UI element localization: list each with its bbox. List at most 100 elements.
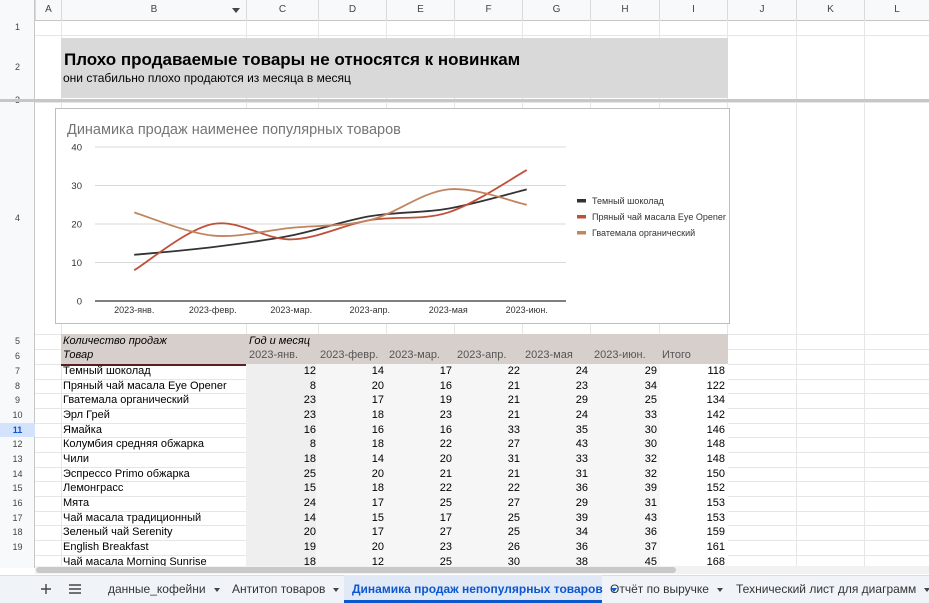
row-header-10[interactable]: 10 — [12, 410, 23, 420]
row-header-11[interactable]: 11 — [0, 423, 35, 437]
sheet-tab[interactable]: Технический лист для диаграмм — [728, 575, 929, 603]
row-header-5[interactable]: 5 — [14, 336, 20, 346]
all-sheets-button[interactable] — [66, 580, 84, 598]
data-point[interactable] — [210, 245, 215, 250]
pivot-row[interactable]: English Breakfast 19 20 23 26 36 37 161 — [61, 540, 728, 555]
line-chart[interactable]: Динамика продаж наименее популярных това… — [55, 108, 730, 324]
column-header-k[interactable]: K — [796, 0, 864, 20]
row-header-17[interactable]: 17 — [12, 513, 23, 523]
column-header-g[interactable]: G — [522, 0, 590, 20]
pivot-row[interactable]: Ямайка 16 16 16 33 35 30 146 — [61, 423, 728, 438]
pivot-value-cell: 20 — [371, 380, 384, 392]
row-header-6[interactable]: 6 — [14, 351, 20, 361]
column-header-f[interactable]: F — [454, 0, 522, 20]
data-point[interactable] — [289, 225, 294, 230]
data-point[interactable] — [210, 233, 215, 238]
chevron-down-icon[interactable] — [213, 587, 220, 592]
row-header-1[interactable]: 1 — [14, 22, 20, 32]
pivot-row[interactable]: Чай масала традиционный 14 15 17 25 39 43 153 — [61, 511, 728, 526]
data-point[interactable] — [446, 210, 451, 215]
pivot-value-cell: 29 — [644, 365, 657, 377]
add-sheet-button[interactable] — [38, 580, 54, 598]
chevron-down-icon[interactable] — [716, 587, 723, 592]
row-header-13[interactable]: 13 — [12, 454, 23, 464]
hamburger-menu-icon — [69, 584, 81, 594]
column-header-h[interactable]: H — [590, 0, 659, 20]
series-line-2[interactable] — [133, 169, 528, 271]
pivot-value-cell: 21 — [439, 468, 452, 480]
row-header-15[interactable]: 15 — [12, 483, 23, 493]
row-header-2[interactable]: 2 — [14, 62, 20, 72]
column-header-d[interactable]: D — [318, 0, 386, 20]
data-point[interactable] — [132, 268, 137, 273]
series-line-3[interactable] — [133, 188, 527, 237]
pivot-row[interactable]: Чили 18 14 20 31 33 32 148 — [61, 452, 728, 467]
column-header-i[interactable]: I — [659, 0, 727, 20]
pivot-row[interactable]: Гватемала органический 23 17 19 21 29 25 134 — [61, 393, 728, 408]
column-header-b[interactable]: B — [61, 0, 246, 20]
page-title: Плохо продаваемые товары не относятся к … — [64, 50, 521, 69]
frozen-row-divider[interactable] — [0, 99, 929, 102]
row-header-7[interactable]: 7 — [14, 366, 20, 376]
column-header-j[interactable]: J — [727, 0, 796, 20]
pivot-row[interactable]: Колумбия средняя обжарка 8 18 22 27 43 30 148 — [61, 437, 728, 452]
pivot-value-cell: 23 — [439, 409, 452, 421]
row-header-4[interactable]: 4 — [14, 213, 20, 223]
chevron-down-icon[interactable] — [610, 587, 617, 592]
pivot-row[interactable]: Зеленый чай Serenity 20 17 27 25 34 36 159 — [61, 525, 728, 540]
pivot-value-cell: 14 — [303, 512, 316, 524]
pivot-value-cell: 18 — [371, 482, 384, 494]
pivot-row[interactable]: Чай масала Morning Sunrise 18 12 25 30 38 45 16… — [61, 555, 728, 570]
y-tick-label: 10 — [71, 258, 82, 269]
sheet-tab[interactable]: Динамика продаж непопулярных товаров — [344, 575, 617, 603]
select-all-corner[interactable] — [0, 0, 35, 20]
column-header-a[interactable]: A — [35, 0, 61, 20]
chart-svg: Динамика продаж наименее популярных това… — [67, 122, 726, 315]
pivot-value-cell: 25 — [439, 497, 452, 509]
pivot-value-cell: 19 — [439, 394, 452, 406]
data-point[interactable] — [289, 237, 294, 242]
pivot-total-cell: 159 — [706, 526, 725, 538]
row-header-19[interactable]: 19 — [12, 542, 23, 552]
pivot-row[interactable]: Мята 24 17 25 27 29 31 153 — [61, 496, 728, 511]
pivot-value-cell: 8 — [309, 438, 316, 450]
data-point[interactable] — [524, 202, 529, 207]
row-header-16[interactable]: 16 — [12, 498, 23, 508]
row-header-bar: 12345678910111213141516171819 — [0, 20, 35, 568]
pivot-value-cell: 34 — [575, 526, 588, 538]
pivot-row[interactable]: Эрл Грей 23 18 23 21 24 33 142 — [61, 408, 728, 423]
column-header-e[interactable]: E — [386, 0, 454, 20]
pivot-row[interactable]: Эспрессо Primo обжарка 25 20 21 21 31 32 150 — [61, 467, 728, 482]
sheet-tab[interactable]: данные_кофейни — [100, 575, 224, 603]
row-header-12[interactable]: 12 — [12, 439, 23, 449]
data-point[interactable] — [446, 187, 451, 192]
row-header-9[interactable]: 9 — [14, 395, 20, 405]
pivot-value-cell: 25 — [439, 556, 452, 568]
row-header-18[interactable]: 18 — [12, 527, 23, 537]
pivot-value-cell: 22 — [507, 365, 520, 377]
data-point[interactable] — [524, 187, 529, 192]
chevron-down-icon[interactable] — [924, 587, 929, 592]
pivot-row[interactable]: Темный шоколад 12 14 17 22 24 29 118 — [61, 364, 728, 379]
series-line-1[interactable] — [134, 188, 527, 256]
scrollbar-thumb[interactable] — [36, 567, 676, 573]
data-point[interactable] — [367, 218, 372, 223]
pivot-label-qty: Количество продаж — [63, 335, 167, 347]
pivot-value-cell: 23 — [575, 380, 588, 392]
column-header-c[interactable]: C — [246, 0, 318, 20]
pivot-row[interactable]: Лемонграсс 15 18 22 22 36 39 152 — [61, 481, 728, 496]
pivot-row[interactable]: Пряный чай масала Eye Opener 8 20 16 21 23 34 1… — [61, 379, 728, 394]
column-header-l[interactable]: L — [864, 0, 929, 20]
row-header-14[interactable]: 14 — [12, 469, 23, 479]
column-filter-chevron-icon[interactable] — [232, 8, 240, 13]
sheet-tab[interactable]: Отчёт по выручке — [602, 575, 728, 603]
data-point[interactable] — [210, 222, 215, 227]
data-point[interactable] — [132, 210, 137, 215]
data-point[interactable] — [132, 252, 137, 257]
data-point[interactable] — [524, 168, 529, 173]
x-tick-label: 2023-янв. — [114, 305, 154, 315]
row-header-8[interactable]: 8 — [14, 381, 20, 391]
pivot-product-name: Гватемала органический — [63, 394, 190, 406]
sheet-tab[interactable]: Антитоп товаров — [224, 575, 344, 603]
chevron-down-icon[interactable] — [333, 587, 340, 592]
